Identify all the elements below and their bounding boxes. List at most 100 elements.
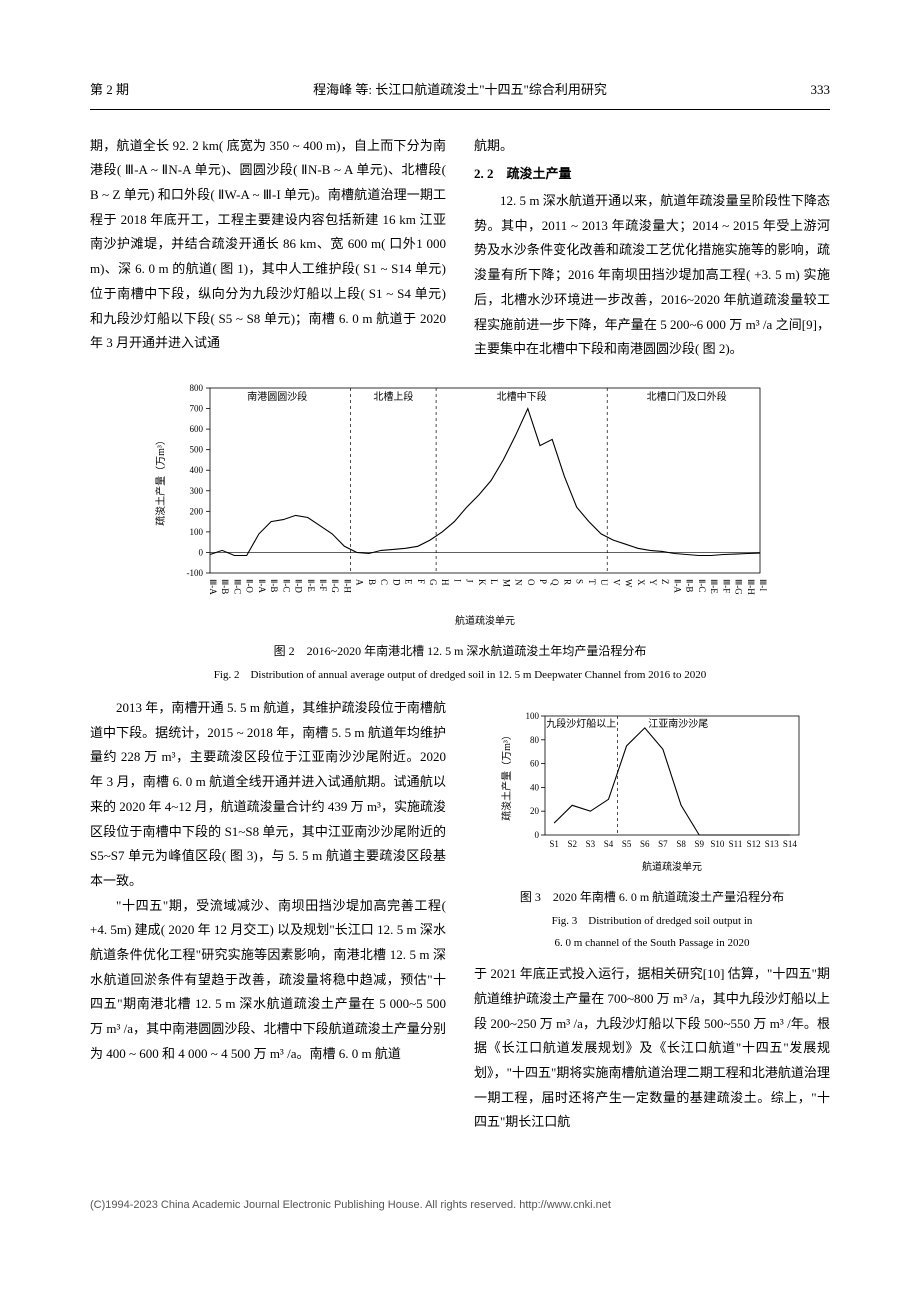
svg-text:Ⅱ-A: Ⅱ-A: [672, 579, 682, 593]
svg-text:Ⅲ-A: Ⅲ-A: [208, 579, 218, 595]
svg-text:S1: S1: [549, 839, 559, 849]
svg-text:S12: S12: [747, 839, 761, 849]
svg-text:L: L: [489, 579, 499, 585]
svg-text:Ⅲ-B: Ⅲ-B: [220, 579, 230, 594]
svg-text:S4: S4: [604, 839, 614, 849]
svg-text:M: M: [501, 579, 511, 587]
svg-text:北槽中下段: 北槽中下段: [497, 390, 547, 403]
svg-text:X: X: [636, 579, 646, 586]
svg-text:D: D: [391, 579, 401, 586]
svg-text:S14: S14: [783, 839, 798, 849]
svg-text:Ⅲ-I: Ⅲ-I: [758, 579, 768, 591]
svg-text:80: 80: [530, 735, 540, 745]
svg-text:Ⅱ-G: Ⅱ-G: [330, 579, 340, 593]
paragraph: 期，航道全长 92. 2 km( 底宽为 350 ~ 400 m)，自上而下分为…: [90, 134, 446, 356]
svg-text:Ⅲ-H: Ⅲ-H: [746, 579, 756, 595]
top-text-block: 期，航道全长 92. 2 km( 底宽为 350 ~ 400 m)，自上而下分为…: [90, 134, 830, 364]
svg-text:0: 0: [199, 547, 204, 557]
svg-text:G: G: [428, 579, 438, 586]
svg-text:S11: S11: [729, 839, 743, 849]
svg-text:Ⅱ-H: Ⅱ-H: [342, 579, 352, 593]
svg-text:S9: S9: [694, 839, 704, 849]
svg-text:航道疏浚单元: 航道疏浚单元: [455, 614, 515, 627]
lower-columns: 2013 年，南槽开通 5. 5 m 航道，其维护疏浚段位于南槽航道中下段。据统…: [90, 696, 830, 1135]
svg-text:800: 800: [190, 383, 204, 393]
issue-number: 第 2 期: [90, 78, 180, 103]
svg-text:S2: S2: [567, 839, 577, 849]
svg-text:R: R: [562, 579, 572, 585]
paragraph: 2013 年，南槽开通 5. 5 m 航道，其维护疏浚段位于南槽航道中下段。据统…: [90, 696, 446, 894]
svg-text:S5: S5: [622, 839, 632, 849]
paragraph: "十四五"期，受流域减沙、南坝田挡沙堤加高完善工程( +4. 5m) 建成( 2…: [90, 894, 446, 1067]
svg-text:Ⅱ-O: Ⅱ-O: [245, 579, 255, 593]
svg-text:Ⅲ-G: Ⅲ-G: [734, 579, 744, 595]
fig2-chart: -1000100200300400500600700800南港圆圆沙段北槽上段北…: [150, 378, 770, 628]
svg-text:Ⅱ-C: Ⅱ-C: [697, 579, 707, 592]
running-header: 第 2 期 程海峰 等: 长江口航道疏浚土"十四五"综合利用研究 333: [90, 78, 830, 110]
svg-text:600: 600: [190, 424, 204, 434]
svg-text:100: 100: [190, 527, 204, 537]
svg-text:江亚南沙沙尾: 江亚南沙沙尾: [648, 717, 708, 730]
svg-text:F: F: [416, 579, 426, 584]
svg-text:W: W: [624, 579, 634, 588]
svg-text:疏浚土产量（万m³）: 疏浚土产量（万m³）: [500, 730, 513, 821]
svg-text:S7: S7: [658, 839, 668, 849]
svg-text:C: C: [379, 579, 389, 585]
svg-text:Ⅲ-C: Ⅲ-C: [232, 579, 242, 594]
fig2-caption-en: Fig. 2 Distribution of annual average ou…: [90, 665, 830, 686]
svg-text:Ⅱ-F: Ⅱ-F: [318, 579, 328, 591]
svg-text:N: N: [514, 579, 524, 586]
svg-text:0: 0: [535, 830, 540, 840]
right-column: 020406080100九段沙灯船以上江亚南沙沙尾S1S2S3S4S5S6S7S…: [474, 696, 830, 1135]
svg-text:南港圆圆沙段: 南港圆圆沙段: [247, 390, 307, 403]
svg-text:100: 100: [526, 711, 540, 721]
svg-text:北槽上段: 北槽上段: [373, 390, 413, 403]
svg-text:A: A: [355, 579, 365, 586]
svg-text:S8: S8: [676, 839, 686, 849]
svg-text:700: 700: [190, 403, 204, 413]
svg-text:P: P: [538, 579, 548, 584]
paragraph: 于 2021 年底正式投入运行，据相关研究[10] 估算，"十四五"期航道维护疏…: [474, 962, 830, 1135]
svg-text:Z: Z: [660, 579, 670, 585]
svg-text:400: 400: [190, 465, 204, 475]
svg-text:O: O: [526, 579, 536, 586]
svg-text:S3: S3: [586, 839, 596, 849]
svg-text:Q: Q: [550, 579, 560, 586]
svg-text:H: H: [440, 579, 450, 586]
figure-3: 020406080100九段沙灯船以上江亚南沙沙尾S1S2S3S4S5S6S7S…: [474, 708, 830, 954]
svg-text:40: 40: [530, 782, 540, 792]
svg-text:S13: S13: [765, 839, 780, 849]
svg-text:Ⅱ-C: Ⅱ-C: [281, 579, 291, 592]
svg-text:疏浚土产量（万m³）: 疏浚土产量（万m³）: [154, 435, 167, 526]
svg-text:K: K: [477, 579, 487, 586]
paragraph: 航期。: [474, 134, 830, 159]
svg-text:B: B: [367, 579, 377, 585]
svg-text:T: T: [587, 579, 597, 585]
fig3-caption-en-1: Fig. 3 Distribution of dredged soil outp…: [474, 911, 830, 932]
svg-text:Y: Y: [648, 579, 658, 586]
left-column: 2013 年，南槽开通 5. 5 m 航道，其维护疏浚段位于南槽航道中下段。据统…: [90, 696, 446, 1135]
svg-text:Ⅲ-F: Ⅲ-F: [721, 579, 731, 593]
svg-text:J: J: [465, 579, 475, 583]
svg-text:Ⅲ-E: Ⅲ-E: [709, 579, 719, 594]
fig3-caption-cn: 图 3 2020 年南槽 6. 0 m 航道疏浚土产量沿程分布: [474, 886, 830, 909]
svg-text:20: 20: [530, 806, 540, 816]
svg-text:Ⅱ-D: Ⅱ-D: [294, 579, 304, 593]
svg-text:300: 300: [190, 485, 204, 495]
svg-text:Ⅱ-B: Ⅱ-B: [685, 579, 695, 592]
fig3-chart: 020406080100九段沙灯船以上江亚南沙沙尾S1S2S3S4S5S6S7S…: [497, 708, 807, 873]
svg-text:-100: -100: [187, 568, 204, 578]
section-heading: 2. 2 疏浚土产量: [474, 162, 830, 187]
figure-2: -1000100200300400500600700800南港圆圆沙段北槽上段北…: [90, 378, 830, 686]
svg-text:Ⅱ-E: Ⅱ-E: [306, 579, 316, 592]
svg-text:E: E: [404, 579, 414, 585]
svg-text:V: V: [611, 579, 621, 586]
svg-text:九段沙灯船以上: 九段沙灯船以上: [546, 717, 616, 730]
svg-text:I: I: [452, 579, 462, 582]
svg-text:S6: S6: [640, 839, 650, 849]
svg-text:北槽口门及口外段: 北槽口门及口外段: [647, 390, 727, 403]
page-number: 333: [740, 78, 830, 103]
fig3-caption-en-2: 6. 0 m channel of the South Passage in 2…: [474, 933, 830, 954]
svg-text:U: U: [599, 579, 609, 586]
svg-text:S: S: [575, 579, 585, 584]
